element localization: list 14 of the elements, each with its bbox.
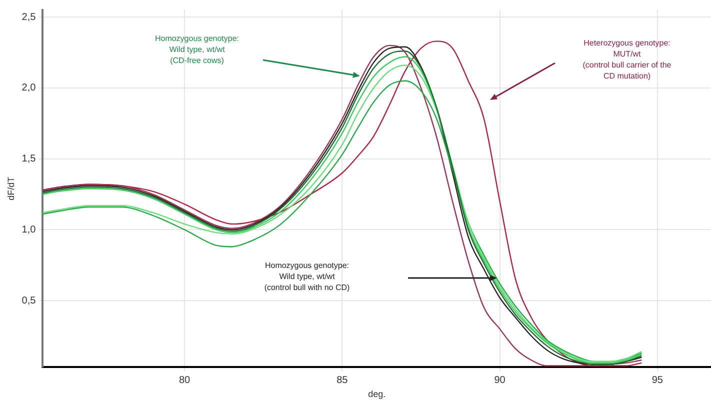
x-tick-label: 80 [178,374,191,386]
y-tick-label: 2,0 [22,82,36,94]
x-axis-title: deg. [368,389,386,400]
y-axis-title: dF/dT [6,176,16,200]
y-tick-label: 1,5 [22,154,36,165]
y-tick-label: 2,5 [22,12,36,23]
x-tick-label: 95 [652,374,664,386]
annotation: Homozygous genotype: Wild type, wt/wt (control bull with no CD) [264,261,350,292]
annotation: Homozygous genotype: Wild type, wt/wt (CD-free cows) [154,34,240,66]
x-tick-label: 90 [494,374,506,386]
annotation: Heterozygous genotype: MUT/wt (control bull carrier of the CD mutation) [582,38,672,81]
y-tick-label: 0,5 [22,295,36,306]
y-tick-label: 1,0 [22,224,36,236]
x-tick-label: 85 [336,374,348,386]
